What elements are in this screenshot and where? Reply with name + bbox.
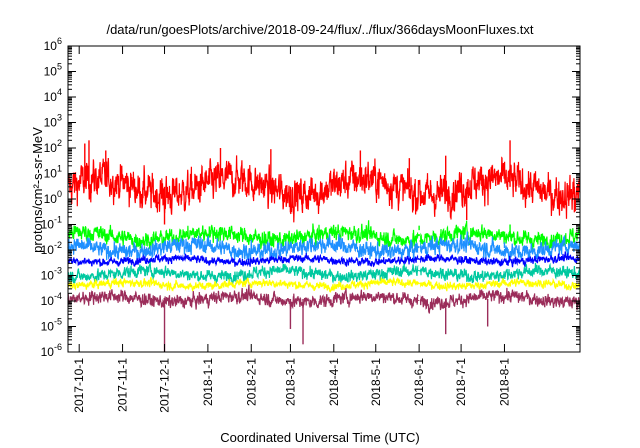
x-tick-label: 2018-2-1 — [244, 358, 258, 406]
x-tick-label: 2017-11-1 — [116, 358, 130, 412]
series-line-0 — [67, 155, 581, 223]
x-tick-label: 2018-6-1 — [412, 358, 426, 406]
series-line-4 — [67, 262, 581, 286]
plot-frame — [67, 45, 581, 353]
chart-title: /data/run/goesPlots/archive/2018-09-24/f… — [106, 22, 534, 37]
y-tick-label: 103 — [44, 113, 62, 130]
y-tick-label: 10-5 — [41, 317, 62, 334]
series-line-2 — [67, 231, 581, 263]
series-line-6 — [67, 284, 581, 314]
y-tick-label: 104 — [44, 87, 62, 104]
x-tick-label: 2018-5-1 — [369, 358, 383, 406]
x-axis-label: Coordinated Universal Time (UTC) — [220, 430, 420, 445]
series-line-5 — [67, 276, 581, 293]
x-tick-label: 2018-7-1 — [454, 358, 468, 406]
series-line-1 — [67, 220, 581, 255]
y-tick-label: 10-4 — [41, 291, 62, 308]
x-tick-label: 2018-8-1 — [497, 358, 511, 406]
y-tick-label: 106 — [44, 36, 62, 53]
x-tick-label: 2018-4-1 — [327, 358, 341, 406]
y-tick-label: 105 — [44, 62, 62, 79]
y-tick-label: 102 — [44, 138, 62, 155]
x-tick-label: 2017-12-1 — [158, 358, 172, 413]
y-axis-label: protons/cm²-s-sr-MeV — [30, 127, 45, 253]
x-tick-label: 2018-1-1 — [201, 358, 215, 406]
x-tick-label: 2018-3-1 — [283, 358, 297, 406]
y-tick-label: 100 — [44, 189, 62, 206]
x-tick-label: 2017-10-1 — [72, 358, 86, 413]
series-line-3 — [67, 251, 581, 268]
y-tick-label: 101 — [44, 164, 62, 181]
y-tick-label: 10-6 — [41, 342, 62, 359]
